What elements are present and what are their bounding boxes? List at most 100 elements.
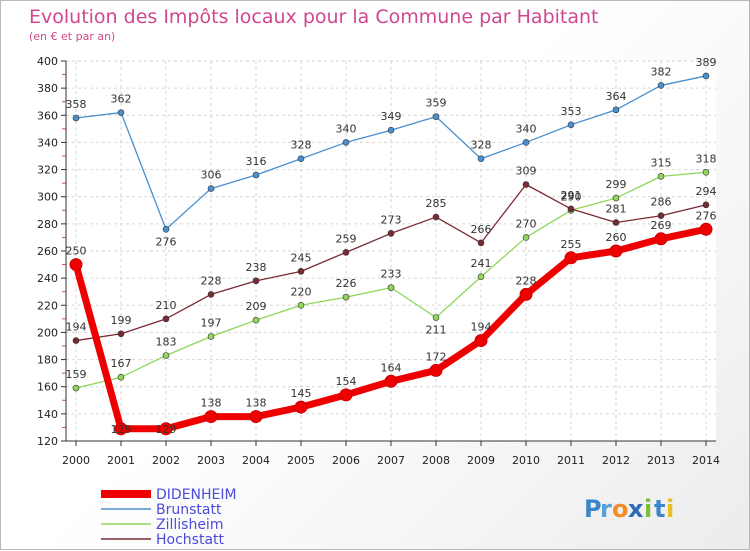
data-point-hochstatt (522, 181, 530, 188)
x-tick-label: 2003 (197, 454, 225, 467)
legend-label-brunstatt: Brunstatt (156, 502, 222, 518)
logo-letter: i (644, 495, 652, 523)
data-label-hochstatt: 291 (561, 189, 582, 202)
series-hochstatt (72, 181, 710, 344)
data-label-brunstatt: 276 (156, 235, 177, 248)
data-label-zillisheim: 167 (111, 357, 132, 370)
x-tick-label: 2009 (467, 454, 495, 467)
data-label-hochstatt: 294 (696, 185, 717, 198)
logo-letter: r (600, 495, 612, 523)
series-layer (69, 72, 713, 436)
data-point-didenheim (654, 232, 668, 246)
data-label-didenheim: 228 (516, 274, 537, 287)
data-point-zillisheim (522, 234, 530, 241)
y-tick-label: 240 (37, 272, 58, 285)
data-point-didenheim (69, 258, 83, 272)
data-label-zillisheim: 270 (516, 217, 537, 230)
data-label-zillisheim: 197 (201, 317, 222, 330)
data-label-didenheim: 129 (111, 423, 132, 436)
logo-letter: i (666, 495, 674, 523)
y-tick-label: 180 (37, 354, 58, 367)
data-label-brunstatt: 349 (381, 110, 402, 123)
data-point-brunstatt (297, 155, 305, 163)
data-point-zillisheim (342, 293, 350, 301)
data-point-hochstatt (72, 337, 80, 344)
data-point-brunstatt (72, 114, 80, 122)
x-tick-label: 2014 (692, 454, 720, 467)
y-tick-label: 380 (37, 82, 58, 95)
data-point-brunstatt (657, 82, 665, 89)
data-label-hochstatt: 273 (381, 213, 402, 226)
y-tick-label: 120 (37, 435, 58, 448)
data-label-brunstatt: 359 (426, 97, 447, 110)
data-label-zillisheim: 299 (606, 178, 627, 191)
y-tick-label: 160 (37, 381, 58, 394)
data-label-didenheim: 164 (381, 361, 402, 374)
legend-label-hochstatt: Hochstatt (156, 532, 225, 548)
logo-letter: t (654, 495, 665, 523)
logo-letter: x (628, 495, 644, 523)
chart-subtitle: (en € et par an) (29, 30, 115, 43)
data-labels: 358 362 276 306 316 328 340 349 359 328 340 353 364 3… (66, 56, 717, 436)
data-point-zillisheim (72, 384, 80, 392)
data-point-zillisheim (297, 301, 305, 309)
data-label-brunstatt: 353 (561, 105, 582, 118)
data-point-didenheim (204, 410, 218, 424)
y-tick-label: 260 (37, 245, 58, 258)
data-point-zillisheim (252, 316, 260, 324)
data-label-didenheim: 154 (336, 375, 357, 388)
logo-letter: P (584, 495, 602, 523)
data-label-brunstatt: 306 (201, 169, 222, 182)
data-point-hochstatt (342, 249, 350, 256)
data-label-brunstatt: 382 (651, 65, 672, 78)
y-tick-label: 320 (37, 164, 58, 177)
data-point-brunstatt (567, 121, 575, 129)
data-point-brunstatt (612, 106, 620, 114)
data-label-didenheim: 250 (66, 245, 87, 258)
data-label-hochstatt: 245 (291, 251, 312, 264)
data-label-brunstatt: 328 (471, 139, 492, 152)
data-point-zillisheim (657, 173, 665, 180)
x-tick-label: 2007 (377, 454, 405, 467)
y-tick-label: 220 (37, 299, 58, 312)
data-label-didenheim: 145 (291, 387, 312, 400)
data-label-didenheim: 172 (426, 350, 447, 363)
data-point-hochstatt (612, 219, 620, 226)
data-label-zillisheim: 233 (381, 268, 402, 281)
data-label-brunstatt: 316 (246, 155, 267, 168)
data-point-didenheim (249, 410, 263, 424)
data-label-zillisheim: 159 (66, 368, 87, 381)
data-label-didenheim: 276 (696, 209, 717, 222)
data-point-didenheim (384, 374, 398, 388)
data-point-didenheim (114, 422, 128, 436)
data-point-hochstatt (297, 268, 305, 275)
x-tick-label: 2013 (647, 454, 675, 467)
data-point-hochstatt (477, 239, 485, 247)
data-label-zillisheim: 318 (696, 152, 717, 165)
data-point-zillisheim (612, 194, 620, 202)
data-label-hochstatt: 259 (336, 232, 357, 245)
data-point-zillisheim (702, 168, 710, 176)
x-tick-label: 2008 (422, 454, 450, 467)
data-label-hochstatt: 199 (111, 314, 132, 327)
data-point-hochstatt (117, 330, 125, 338)
data-label-brunstatt: 340 (516, 122, 537, 135)
data-label-brunstatt: 340 (336, 122, 357, 135)
x-tick-label: 2000 (62, 454, 90, 467)
data-label-zillisheim: 315 (651, 156, 672, 169)
logo-letter: o (612, 495, 629, 523)
data-point-brunstatt (342, 139, 350, 146)
data-point-hochstatt (657, 212, 665, 220)
data-label-hochstatt: 228 (201, 274, 222, 287)
y-tick-label: 400 (37, 55, 58, 68)
data-point-hochstatt (162, 315, 170, 323)
data-label-hochstatt: 286 (651, 196, 672, 209)
data-label-zillisheim: 290 (561, 190, 582, 203)
x-tick-label: 2002 (152, 454, 180, 467)
data-label-didenheim: 269 (651, 219, 672, 232)
data-point-zillisheim (387, 284, 395, 291)
data-point-hochstatt (567, 205, 575, 213)
data-label-brunstatt: 328 (291, 139, 312, 152)
